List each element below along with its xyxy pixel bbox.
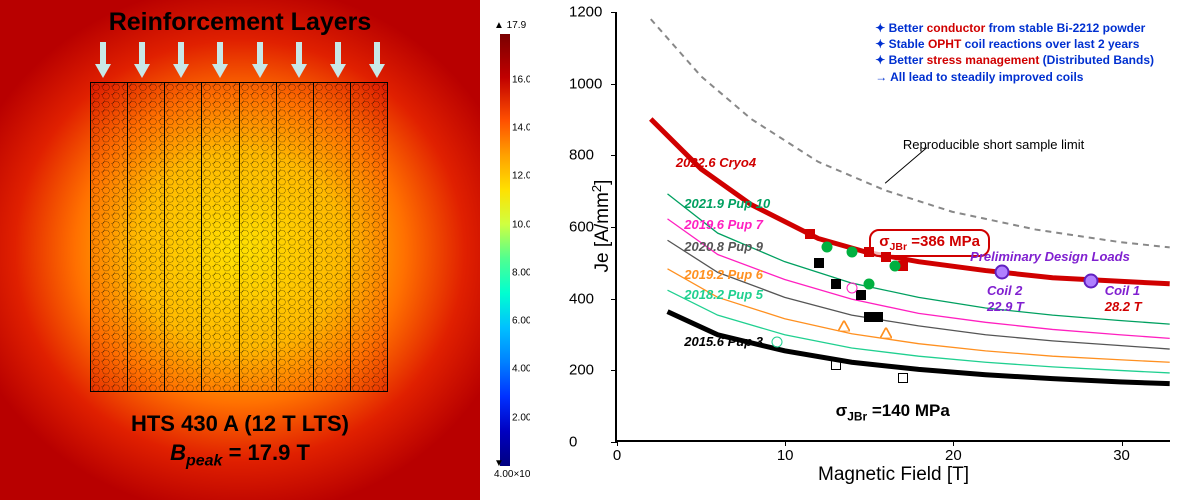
hts-caption: HTS 430 A (12 T LTS) Bpeak = 17.9 T (0, 410, 480, 472)
data-marker (856, 290, 866, 300)
colorbar: ▲ 17.9 16.0014.0012.0010.008.006.004.002… (490, 20, 528, 480)
arrow-row (95, 42, 385, 80)
curve-label: 2022.6 Cryo4 (676, 155, 756, 170)
colorbar-tick: 2.00 (512, 412, 531, 423)
y-tick-label: 200 (569, 362, 594, 379)
curve-label: 2020.8 Pup 9 (684, 239, 763, 254)
data-marker (771, 336, 782, 347)
data-marker (831, 360, 841, 370)
data-marker (805, 229, 815, 239)
y-tick-label: 800 (569, 147, 594, 164)
down-arrow-icon (252, 42, 268, 80)
right-plot-panel: ✦ Better conductor from stable Bi-2212 p… (530, 0, 1200, 500)
x-tick-label: 0 (613, 447, 621, 464)
data-marker (995, 264, 1010, 279)
colorbar-tick: 8.00 (512, 267, 531, 278)
down-arrow-icon (173, 42, 189, 80)
bullet-line: → All lead to steadily improved coils (875, 69, 1154, 85)
colorbar-tick: 6.00 (512, 316, 531, 327)
sigma-lower-label: σJBr =140 MPa (836, 401, 950, 423)
bullet-line: ✦ Better conductor from stable Bi-2212 p… (875, 20, 1154, 36)
coil-column (91, 83, 128, 391)
x-axis-label: Magnetic Field [T] (818, 464, 969, 486)
coil-label: 22.9 T (987, 299, 1024, 314)
data-marker (822, 241, 833, 252)
data-marker (880, 325, 892, 336)
left-heatmap-panel: Reinforcement Layers HTS 430 A (12 T LTS… (0, 0, 530, 500)
coil-column (128, 83, 165, 391)
y-tick-label: 1200 (569, 4, 602, 21)
curve-#20d090 (668, 290, 1170, 373)
down-arrow-icon (95, 42, 111, 80)
coil-label: 28.2 T (1105, 299, 1142, 314)
data-marker (831, 279, 841, 289)
data-marker (889, 261, 900, 272)
x-tick (953, 440, 954, 446)
data-marker (898, 373, 908, 383)
coil-label: Coil 2 (987, 283, 1022, 298)
colorbar-gradient (500, 34, 510, 466)
coil-column (277, 83, 314, 391)
coil-column (314, 83, 351, 391)
x-tick (785, 440, 786, 446)
data-marker (864, 279, 875, 290)
down-arrow-icon (212, 42, 228, 80)
colorbar-tick: 4.00 (512, 364, 531, 375)
coil-label: Coil 1 (1105, 283, 1140, 298)
data-marker (847, 247, 858, 258)
y-tick (611, 227, 617, 228)
coil-column (165, 83, 202, 391)
bullet-line: ✦ Stable OPHT coil reactions over last 2… (875, 36, 1154, 52)
y-tick (611, 299, 617, 300)
x-tick (617, 440, 618, 446)
prelim-design-label: Preliminary Design Loads (970, 249, 1130, 264)
reinforcement-title: Reinforcement Layers (0, 8, 480, 37)
coil-column (240, 83, 277, 391)
data-marker (881, 252, 891, 262)
colorbar-max: ▲ 17.9 (494, 20, 526, 31)
curve-label: 2021.9 Pup 10 (684, 196, 770, 211)
data-marker (838, 318, 850, 329)
y-tick (611, 442, 617, 443)
coil-column (202, 83, 239, 391)
coil-column (351, 83, 387, 391)
y-tick (611, 155, 617, 156)
x-tick-label: 20 (945, 447, 962, 464)
y-tick-label: 400 (569, 290, 594, 307)
curve-label: 2015.6 Pup 3 (684, 334, 763, 349)
down-arrow-icon (330, 42, 346, 80)
short-sample-label: Reproducible short sample limit (903, 137, 1084, 152)
coil-cross-section (90, 82, 388, 392)
data-marker (1084, 273, 1099, 288)
hts-line: HTS 430 A (12 T LTS) (0, 410, 480, 439)
down-arrow-icon (369, 42, 385, 80)
bpeak-line: Bpeak = 17.9 T (0, 439, 480, 472)
down-arrow-icon (134, 42, 150, 80)
plot-area: ✦ Better conductor from stable Bi-2212 p… (615, 12, 1170, 442)
y-tick-label: 600 (569, 219, 594, 236)
x-tick-label: 10 (777, 447, 794, 464)
curve-label: 2018.2 Pup 5 (684, 287, 763, 302)
y-tick (611, 84, 617, 85)
bullet-line: ✦ Better stress management (Distributed … (875, 52, 1154, 68)
data-marker (864, 247, 874, 257)
data-marker (847, 282, 858, 293)
x-tick-label: 30 (1113, 447, 1130, 464)
y-tick-label: 1000 (569, 75, 602, 92)
curve-label: 2019.2 Pup 6 (684, 267, 763, 282)
y-tick (611, 370, 617, 371)
bullet-list: ✦ Better conductor from stable Bi-2212 p… (875, 20, 1154, 85)
data-marker (873, 312, 883, 322)
curve-label: 2019.6 Pup 7 (684, 217, 763, 232)
y-tick-label: 0 (569, 434, 577, 451)
y-tick (611, 12, 617, 13)
x-tick (1122, 440, 1123, 446)
down-arrow-icon (291, 42, 307, 80)
data-marker (814, 258, 824, 268)
